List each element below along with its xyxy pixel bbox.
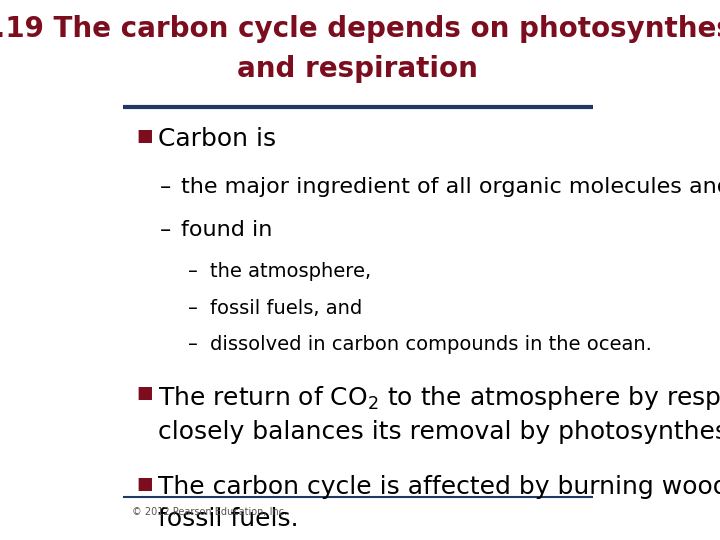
Text: the major ingredient of all organic molecules and: the major ingredient of all organic mole…	[181, 177, 720, 197]
Text: –: –	[160, 177, 171, 197]
Text: 37.19 The carbon cycle depends on photosynthesis: 37.19 The carbon cycle depends on photos…	[0, 15, 720, 43]
Text: the atmosphere,: the atmosphere,	[210, 262, 371, 281]
Text: ■: ■	[137, 127, 153, 145]
Text: and respiration: and respiration	[238, 55, 478, 83]
Text: The return of CO$_2$ to the atmosphere by respiration
closely balances its remov: The return of CO$_2$ to the atmosphere b…	[158, 384, 720, 444]
Text: dissolved in carbon compounds in the ocean.: dissolved in carbon compounds in the oce…	[210, 335, 652, 354]
Text: –: –	[189, 299, 198, 318]
Text: fossil fuels, and: fossil fuels, and	[210, 299, 362, 318]
Text: © 2012 Pearson Education, Inc.: © 2012 Pearson Education, Inc.	[132, 507, 287, 517]
Text: The carbon cycle is affected by burning wood and
fossil fuels.: The carbon cycle is affected by burning …	[158, 475, 720, 531]
Text: –: –	[189, 262, 198, 281]
Text: Carbon is: Carbon is	[158, 127, 276, 151]
Text: found in: found in	[181, 219, 273, 240]
Text: ■: ■	[137, 384, 153, 402]
Text: –: –	[189, 335, 198, 354]
Text: –: –	[160, 219, 171, 240]
Text: ■: ■	[137, 475, 153, 494]
